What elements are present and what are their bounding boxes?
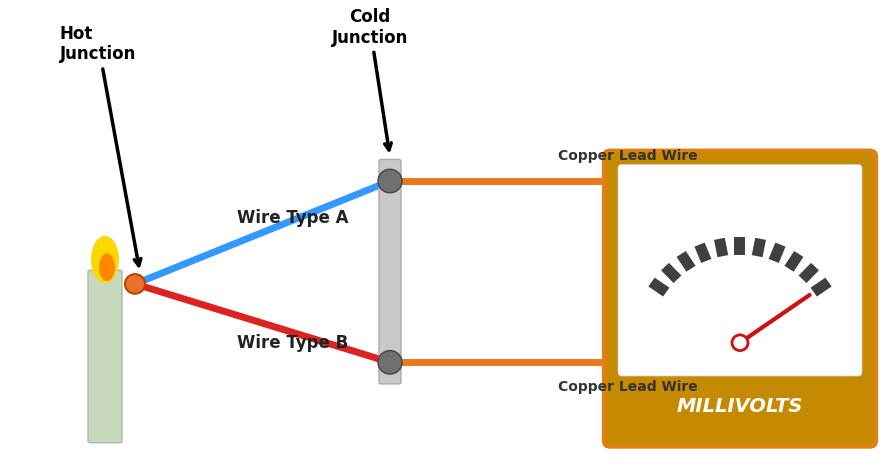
Polygon shape — [768, 243, 785, 263]
Ellipse shape — [99, 254, 115, 281]
Text: Copper Lead Wire: Copper Lead Wire — [557, 149, 696, 163]
Polygon shape — [660, 263, 680, 283]
FancyBboxPatch shape — [603, 150, 875, 446]
Polygon shape — [713, 238, 727, 257]
Polygon shape — [783, 251, 803, 272]
Text: Hot
Junction: Hot Junction — [60, 25, 141, 266]
Polygon shape — [676, 251, 695, 272]
Circle shape — [125, 274, 144, 294]
FancyBboxPatch shape — [378, 159, 400, 384]
Text: Wire Type A: Wire Type A — [237, 209, 348, 227]
Polygon shape — [648, 278, 669, 297]
Circle shape — [377, 350, 401, 374]
Polygon shape — [751, 238, 766, 257]
Circle shape — [377, 169, 401, 193]
Text: MILLIVOLTS: MILLIVOLTS — [676, 397, 803, 416]
Circle shape — [731, 335, 747, 350]
Polygon shape — [694, 243, 711, 263]
Text: Cold
Junction: Cold Junction — [331, 8, 408, 150]
Polygon shape — [734, 237, 744, 255]
Polygon shape — [810, 278, 831, 297]
Ellipse shape — [91, 236, 119, 283]
Polygon shape — [797, 263, 818, 283]
Text: Wire Type B: Wire Type B — [237, 334, 347, 352]
FancyBboxPatch shape — [618, 164, 861, 376]
Text: Copper Lead Wire: Copper Lead Wire — [557, 380, 696, 394]
FancyBboxPatch shape — [88, 270, 122, 443]
